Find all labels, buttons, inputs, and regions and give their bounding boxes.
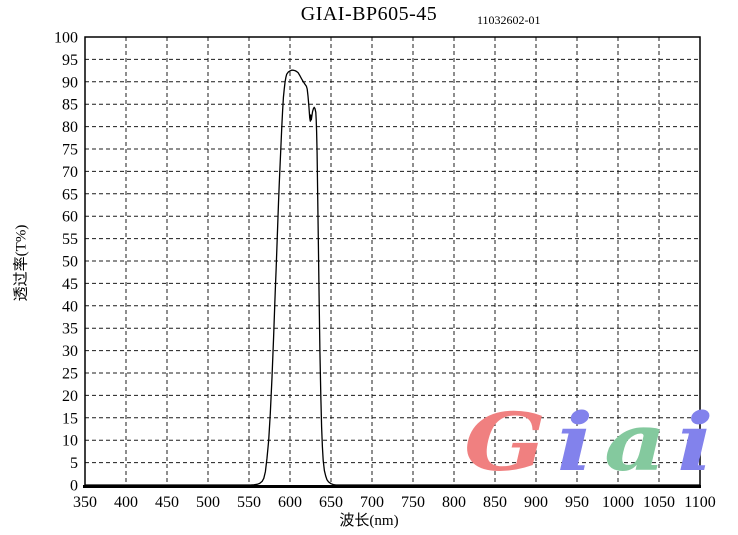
- y-tick-label: 55: [62, 231, 78, 248]
- x-tick-label: 500: [196, 494, 220, 511]
- x-tick-label: 850: [483, 494, 507, 511]
- logo-letter: G: [464, 395, 557, 489]
- transmittance-curve: [84, 69, 701, 486]
- y-tick-label: 65: [62, 186, 78, 203]
- y-tick-label: 60: [62, 209, 78, 226]
- x-tick-label: 750: [401, 494, 425, 511]
- x-tick-label: 1000: [602, 494, 634, 511]
- giai-logo: Giai: [464, 398, 724, 488]
- x-tick-label: 950: [565, 494, 589, 511]
- y-tick-label: 50: [62, 254, 78, 271]
- x-tick-label: 1050: [643, 494, 675, 511]
- y-tick-label: 15: [62, 410, 78, 427]
- x-tick-label: 700: [360, 494, 384, 511]
- x-tick-label: 400: [114, 494, 138, 511]
- y-tick-label: 35: [62, 321, 78, 338]
- x-tick-label: 600: [278, 494, 302, 511]
- x-tick-label: 550: [237, 494, 261, 511]
- y-tick-label: 80: [62, 119, 78, 136]
- y-tick-label: 20: [62, 388, 78, 405]
- logo-letter: i: [677, 395, 725, 489]
- logo-letter: a: [604, 395, 678, 489]
- y-tick-label: 100: [54, 30, 78, 47]
- y-tick-label: 25: [62, 366, 78, 383]
- y-tick-label: 85: [62, 97, 78, 114]
- x-tick-label: 650: [319, 494, 343, 511]
- y-tick-label: 70: [62, 164, 78, 181]
- y-tick-label: 5: [70, 455, 78, 472]
- x-tick-label: 900: [524, 494, 548, 511]
- y-tick-label: 0: [70, 478, 78, 495]
- y-tick-label: 10: [62, 433, 78, 450]
- x-tick-label: 1100: [684, 494, 715, 511]
- y-tick-label: 75: [62, 142, 78, 159]
- y-tick-label: 95: [62, 52, 78, 69]
- x-axis-title: 波长(nm): [339, 513, 399, 529]
- logo-letter: i: [556, 395, 605, 489]
- plot-frame: [84, 36, 701, 486]
- x-tick-label: 350: [73, 494, 97, 511]
- y-tick-label: 30: [62, 343, 78, 360]
- x-tick-label: 450: [155, 494, 179, 511]
- y-tick-label: 90: [62, 74, 78, 91]
- chart-code: 11032602-01: [477, 13, 541, 27]
- y-tick-label: 40: [62, 298, 78, 315]
- chart-title: GIAI-BP605-45: [300, 3, 438, 25]
- y-tick-label: 45: [62, 276, 78, 293]
- x-tick-label: 800: [442, 494, 466, 511]
